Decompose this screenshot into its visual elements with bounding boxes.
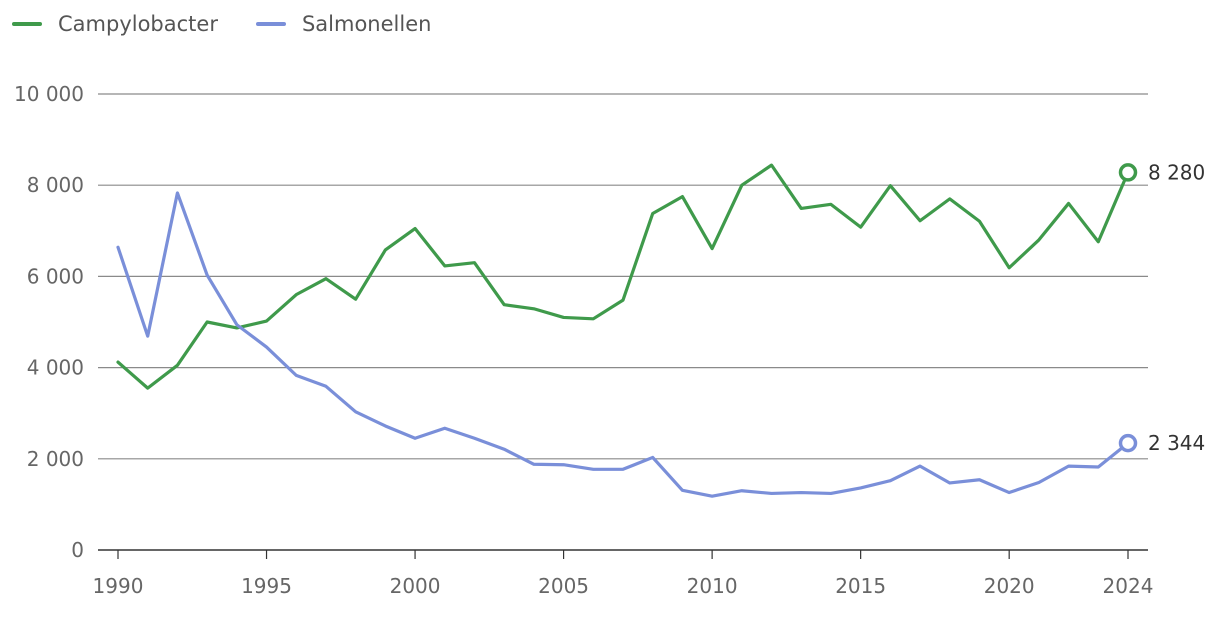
series-line-campylobacter[interactable]: [116, 163, 1130, 390]
legend-item-campylobacter[interactable]: Campylobacter: [12, 12, 218, 36]
x-axis: 1990 1995 2000 2005 2010 2015 2020 2024: [93, 550, 1154, 598]
gridlines: [98, 93, 1148, 551]
x-tick-label: 2010: [687, 574, 738, 598]
y-tick-label: 8 000: [27, 173, 84, 197]
legend-swatch-campylobacter: [12, 22, 42, 26]
chart-legend: Campylobacter Salmonellen: [12, 12, 469, 36]
x-tick-label: 2000: [390, 574, 441, 598]
y-tick-label: 10 000: [14, 82, 84, 106]
end-marker-salmonellen[interactable]: [1118, 433, 1138, 453]
x-tick-label: 2015: [835, 574, 886, 598]
y-tick-label: 2 000: [27, 447, 84, 471]
end-label-campylobacter: 8 280: [1148, 160, 1205, 184]
y-tick-label: 4 000: [27, 356, 84, 380]
end-markers: 8 280 2 344: [1118, 160, 1205, 455]
x-tick-label: 2020: [984, 574, 1035, 598]
legend-label-salmonellen: Salmonellen: [301, 12, 432, 36]
series-lines: [116, 163, 1130, 498]
end-label-salmonellen: 2 344: [1148, 431, 1205, 455]
legend-item-salmonellen[interactable]: Salmonellen: [255, 12, 432, 36]
y-tick-label: 6 000: [27, 264, 84, 288]
x-tick-label: 1990: [93, 574, 144, 598]
y-axis: 0 2 000 4 000 6 000 8 000 10 000: [14, 82, 84, 562]
series-line-salmonellen[interactable]: [116, 191, 1130, 498]
x-tick-label: 2024: [1103, 574, 1154, 598]
end-marker-campylobacter[interactable]: [1118, 163, 1138, 182]
legend-label-campylobacter: Campylobacter: [58, 12, 218, 36]
legend-swatch-salmonellen: [255, 22, 286, 26]
x-tick-label: 1995: [241, 574, 292, 598]
x-tick-label: 2005: [538, 574, 589, 598]
y-tick-label: 0: [71, 538, 84, 562]
